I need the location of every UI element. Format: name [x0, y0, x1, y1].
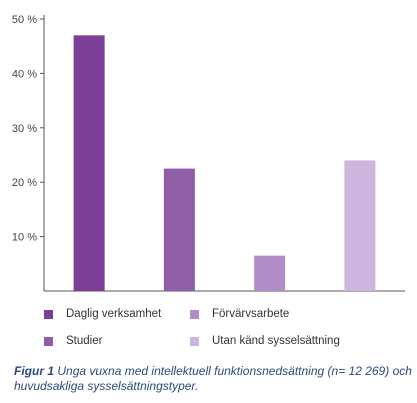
y-tick-label: 30 %: [12, 123, 37, 135]
legend-item-daglig-verksamhet: Daglig verksamhet: [44, 308, 161, 320]
bar-studier: [163, 168, 195, 291]
bar-chart: 10 % 20 % 30 % 40 % 50 %: [12, 14, 405, 292]
legend-label: Daglig verksamhet: [66, 308, 162, 320]
y-tick-label: 10 %: [12, 232, 37, 244]
bar-f-rv-rvsarbete: [254, 255, 286, 291]
caption-label: Figur 1: [14, 364, 55, 378]
bar-utan-k-nd-syssels-ttning: [344, 160, 376, 291]
legend-item-forvarvsarbete: Förvärvsarbete: [190, 308, 289, 320]
legend-item-utan-kand-sysselsattning: Utan känd sysselsättning: [190, 335, 340, 347]
bars: [73, 35, 376, 291]
y-tick-label: 40 %: [12, 68, 37, 80]
legend-swatch: [44, 309, 53, 319]
y-tick-label: 50 %: [12, 14, 37, 26]
legend-swatch: [190, 336, 199, 346]
caption-text: Unga vuxna med intellektuell funktionsne…: [14, 364, 412, 393]
chart-svg: 10 % 20 % 30 % 40 % 50 %: [12, 14, 405, 292]
figure-caption: Figur 1 Unga vuxna med intellektuell fun…: [14, 364, 414, 394]
legend-item-studier: Studier: [44, 335, 102, 347]
bar-daglig-verksamhet: [73, 35, 105, 291]
legend-swatch: [190, 309, 199, 319]
legend-label: Utan känd sysselsättning: [212, 335, 340, 347]
legend-label: Förvärvsarbete: [212, 308, 290, 320]
legend-swatch: [44, 336, 53, 346]
legend: Daglig verksamhet Förvärvsarbete Studier…: [44, 308, 404, 352]
y-tick-label: 20 %: [12, 177, 37, 189]
legend-label: Studier: [66, 335, 103, 347]
